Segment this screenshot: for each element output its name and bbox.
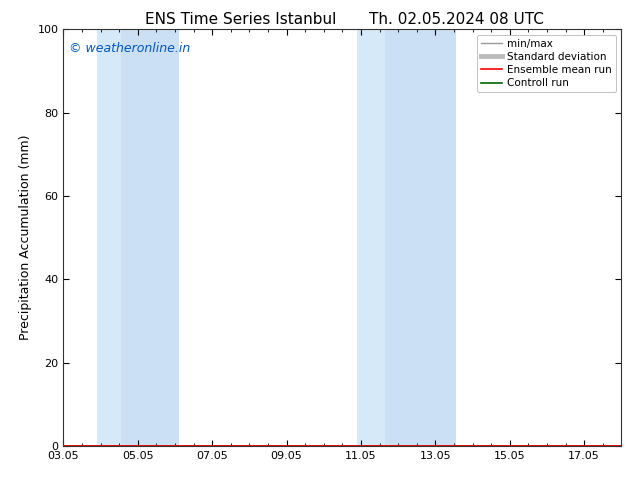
Text: © weatheronline.in: © weatheronline.in xyxy=(69,42,190,55)
Bar xyxy=(121,29,179,446)
Bar xyxy=(385,29,456,446)
Bar xyxy=(97,29,121,446)
Bar xyxy=(357,29,385,446)
Legend: min/max, Standard deviation, Ensemble mean run, Controll run: min/max, Standard deviation, Ensemble me… xyxy=(477,35,616,92)
Y-axis label: Precipitation Accumulation (mm): Precipitation Accumulation (mm) xyxy=(19,135,32,341)
Text: Th. 02.05.2024 08 UTC: Th. 02.05.2024 08 UTC xyxy=(369,12,544,27)
Text: ENS Time Series Istanbul: ENS Time Series Istanbul xyxy=(145,12,337,27)
